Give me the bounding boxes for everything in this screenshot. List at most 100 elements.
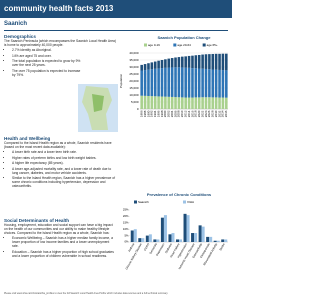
bar-segment <box>208 54 211 70</box>
x-tick-label: 2022 <box>200 110 204 117</box>
paragraph: Compared to the Island Health region as … <box>4 141 112 149</box>
bar-segment <box>157 60 160 69</box>
bar-segment <box>218 69 221 98</box>
x-tick-label: Stroke <box>218 242 226 251</box>
bar-segment <box>153 61 157 69</box>
bullet-list: A lower birth rate and a lower teen birt… <box>4 150 116 188</box>
bar-segment <box>181 97 184 109</box>
x-tick-label: 2018 <box>194 110 198 117</box>
health: Health and Wellbeing Compared to the Isl… <box>4 136 116 190</box>
x-tick-label: COPD <box>143 242 151 251</box>
y-tick-label: 10,000 <box>129 93 139 97</box>
bar-segment <box>204 54 208 69</box>
bullet: Similar to the Island Health region, Saa… <box>12 176 116 188</box>
y-tick-label: 5,000 <box>131 100 139 104</box>
bar-segment <box>147 63 150 70</box>
bar-segment <box>191 68 194 98</box>
bullet: A lower age-adjusted mortality rate, and… <box>12 167 116 175</box>
bar <box>145 235 149 242</box>
bar-segment <box>160 60 164 69</box>
bar-segment <box>197 54 201 69</box>
bar-segment <box>174 57 177 68</box>
bar-segment <box>170 58 174 68</box>
bar-segment <box>153 96 157 109</box>
bar-segment <box>177 57 181 68</box>
y-tick-label: 40,000 <box>129 51 139 55</box>
bar-segment <box>187 55 191 68</box>
x-tick-label: 1996 <box>156 110 160 117</box>
chart-title: Prevalence of Chronic Conditions <box>147 192 212 197</box>
x-tick-label: Depression <box>155 242 166 257</box>
bar-segment <box>150 96 154 109</box>
bar-segment <box>204 68 208 98</box>
bar-segment <box>208 69 211 98</box>
y-tick-label: 10% <box>123 227 129 231</box>
y-tick-label: 0 <box>137 107 139 111</box>
bar-segment <box>177 97 181 109</box>
legend-swatch <box>134 200 137 204</box>
bar-segment <box>211 53 215 70</box>
x-tick-label: Dementia <box>148 242 158 255</box>
paragraph: The Saanich Peninsula (which encompasses… <box>4 39 116 47</box>
bar-segment <box>187 97 191 109</box>
bullet: The total population is expected to grow… <box>12 59 82 67</box>
legend-label: Saanich <box>138 200 149 204</box>
bar-segment <box>174 97 177 109</box>
bar-segment <box>211 69 215 98</box>
bar-segment <box>167 96 171 109</box>
y-tick-label: 15,000 <box>129 86 139 90</box>
bar-segment <box>194 55 198 69</box>
x-tick-label: 2014 <box>187 110 191 117</box>
y-tick-label: 0% <box>124 240 129 244</box>
bullet: A lower birth rate and a lower teen birt… <box>12 150 116 154</box>
x-tick-label: 2008 <box>177 110 181 117</box>
social: Social Determinants of Health Housing, e… <box>4 218 116 259</box>
legend-swatch <box>173 43 177 47</box>
bar <box>163 215 167 242</box>
heading: Demographics <box>4 34 36 39</box>
bar-segment <box>143 70 147 96</box>
bar-segment <box>150 62 154 70</box>
bar-segment <box>201 97 204 109</box>
chronic-chart: Prevalence of Chronic Conditions Saanich V… <box>123 192 228 270</box>
chart-title: Saanich Population Change <box>158 35 212 40</box>
legend-swatch <box>183 200 186 204</box>
bar-segment <box>174 67 177 98</box>
map-area <box>92 94 104 112</box>
demographics: Demographics The Saanich Peninsula (whic… <box>4 34 116 78</box>
header-title: community health facts 2013 <box>0 0 232 18</box>
bar-segment <box>170 67 174 97</box>
bullet: A higher life expectancy (85 years). <box>12 161 116 165</box>
x-tick-label: 2020 <box>197 110 201 117</box>
bar-segment <box>167 67 171 97</box>
bar <box>194 233 198 242</box>
y-tick-label: 35,000 <box>129 58 139 62</box>
x-tick-label: 1990 <box>146 110 150 117</box>
bar-segment <box>143 64 147 71</box>
bar-segment <box>184 97 187 109</box>
x-tick-label: 2034 <box>221 110 225 117</box>
x-tick-label: 1994 <box>153 110 157 117</box>
bar-segment <box>214 69 218 98</box>
population-chart: Saanich Population Change Population age 0… <box>119 35 228 117</box>
bar-segment <box>218 53 221 70</box>
bar-segment <box>194 68 198 98</box>
bar-segment <box>218 97 221 109</box>
legend-label: age 0-19 <box>148 43 160 47</box>
x-tick-label: 2036 <box>224 110 228 117</box>
bar-segment <box>164 59 167 68</box>
x-tick-label: 1988 <box>143 110 147 117</box>
bar-segment <box>225 70 228 98</box>
footer: Please visit www.viha.ca/mho/stats/lha_p… <box>4 292 169 295</box>
map <box>78 84 118 132</box>
bar-segment <box>140 64 143 71</box>
x-tick-label: 2000 <box>163 110 167 117</box>
bar <box>191 233 195 242</box>
x-tick-label: 2012 <box>183 110 187 117</box>
legend-label: VIHA <box>187 200 194 204</box>
bar-segment <box>184 67 187 98</box>
heading: Health and Wellbeing <box>4 136 51 141</box>
bar <box>224 239 228 242</box>
bar <box>168 234 172 242</box>
bar <box>156 239 160 242</box>
